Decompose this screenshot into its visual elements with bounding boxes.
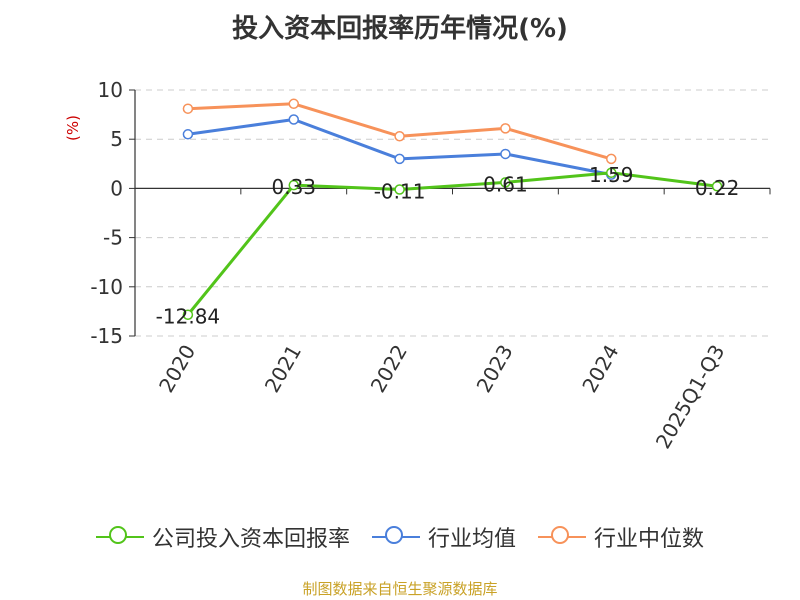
legend-label: 行业中位数 — [594, 521, 704, 553]
x-tick-label: 2020 — [154, 341, 200, 397]
legend-item: 行业中位数 — [538, 521, 704, 553]
x-tick-label: 2023 — [472, 341, 518, 397]
legend-marker-icon — [96, 525, 144, 549]
legend-label: 行业均值 — [428, 521, 516, 553]
y-tick-label: 10 — [98, 78, 123, 102]
data-point — [395, 154, 404, 163]
y-tick-label: -5 — [103, 226, 123, 250]
data-point — [289, 115, 298, 124]
y-axis-label: (%) — [64, 115, 82, 141]
x-tick-label: 2024 — [577, 341, 623, 397]
y-tick-label: 5 — [110, 127, 123, 151]
legend-item: 行业均值 — [372, 521, 516, 553]
legend-item: 公司投入资本回报率 — [96, 521, 350, 553]
x-tick-label: 2025Q1-Q3 — [651, 341, 730, 453]
legend-label: 公司投入资本回报率 — [152, 521, 350, 553]
series-line — [188, 120, 611, 175]
data-point — [501, 124, 510, 133]
data-label: 0.22 — [695, 176, 740, 200]
legend-marker-icon — [538, 525, 586, 549]
x-axis: 2020 2021 2022 2023 2024 2025Q1-Q3 — [135, 188, 770, 452]
legend-marker-icon — [372, 525, 420, 549]
data-source-note: 制图数据来自恒生聚源数据库 — [0, 578, 800, 599]
y-tick-label: 0 — [110, 176, 123, 200]
data-label: 0.61 — [483, 172, 528, 196]
data-label: 1.59 — [589, 163, 634, 187]
y-tick-label: -10 — [90, 275, 123, 299]
data-label: -0.11 — [374, 179, 426, 203]
y-tick-label: -15 — [90, 324, 123, 348]
x-tick-label: 2021 — [260, 341, 306, 397]
series-layer — [183, 99, 721, 319]
x-tick-label: 2022 — [366, 341, 412, 397]
data-point — [183, 104, 192, 113]
data-point — [289, 99, 298, 108]
data-label: 0.33 — [271, 175, 316, 199]
data-point — [183, 130, 192, 139]
legend: 公司投入资本回报率 行业均值 行业中位数 — [0, 520, 800, 554]
y-axis: 10 5 0 -5 -10 -15 — [90, 78, 135, 348]
data-label: -12.84 — [156, 305, 220, 329]
data-point — [395, 132, 404, 141]
data-point — [501, 149, 510, 158]
